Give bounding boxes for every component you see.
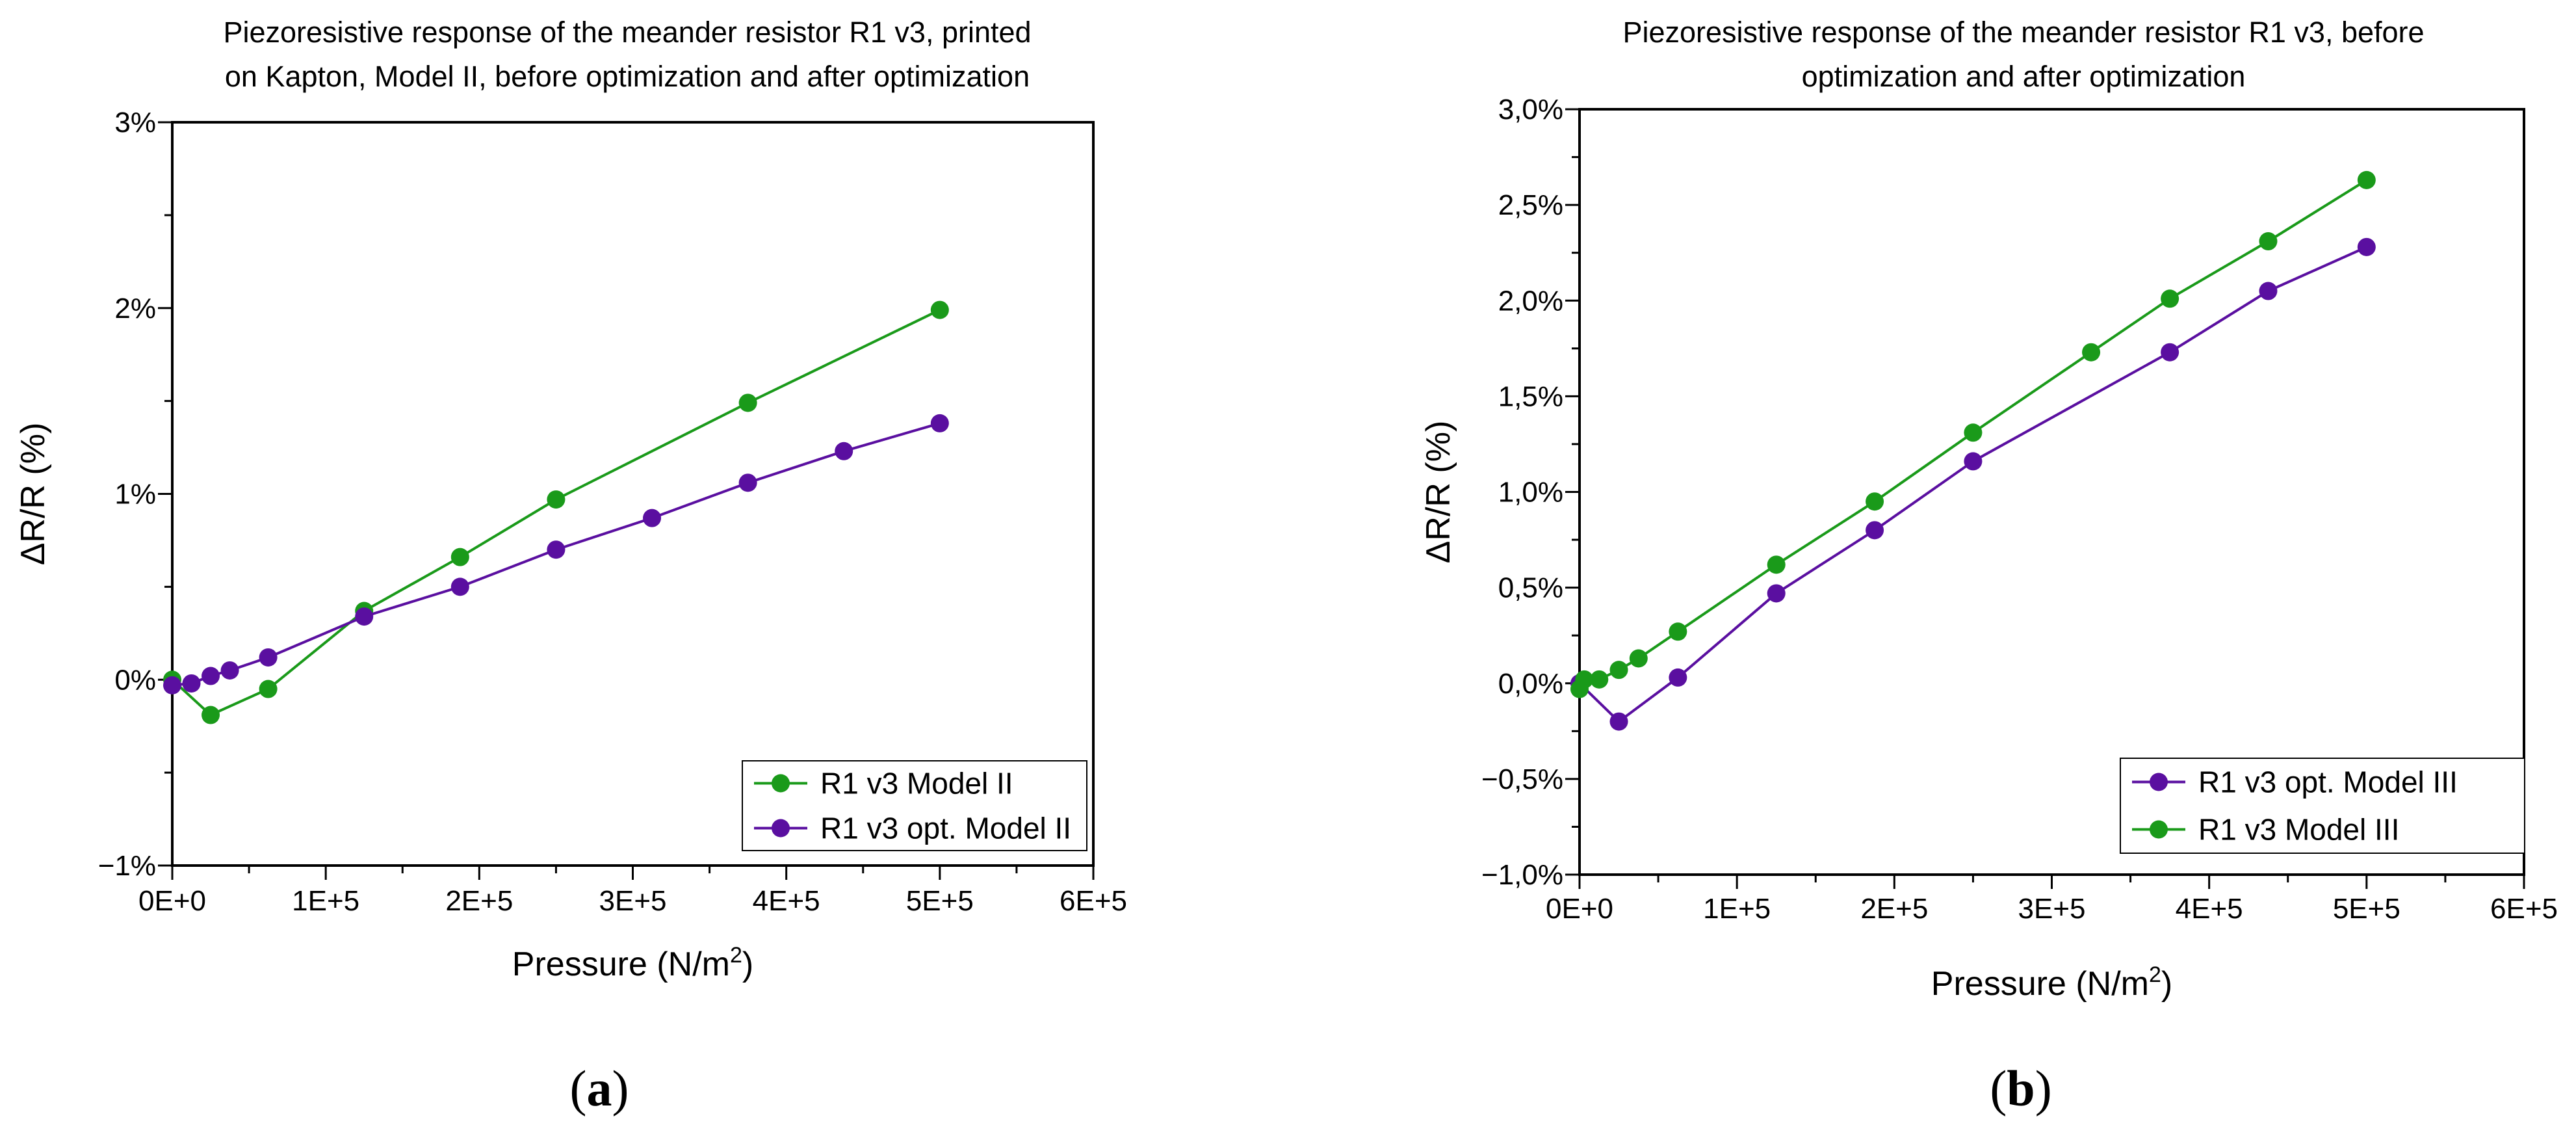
x-tick-label: 5E+5 bbox=[906, 885, 974, 917]
y-tick-label: −0,5% bbox=[1481, 763, 1563, 795]
data-point bbox=[202, 706, 220, 724]
data-point bbox=[2357, 237, 2376, 256]
y-axis-label: ΔR/R (%) bbox=[14, 423, 52, 566]
x-tick-label: 5E+5 bbox=[2333, 893, 2400, 925]
data-point bbox=[2259, 282, 2278, 300]
data-point bbox=[259, 680, 278, 698]
data-point bbox=[1964, 452, 1983, 471]
data-point bbox=[1590, 670, 1609, 689]
y-tick-label: 0,5% bbox=[1498, 572, 1563, 604]
data-point bbox=[643, 509, 662, 527]
legend-entry: R1 v3 opt. Model III bbox=[2198, 765, 2458, 799]
x-tick-label: 1E+5 bbox=[1703, 893, 1771, 925]
y-tick-label: 2,5% bbox=[1498, 189, 1563, 221]
data-point bbox=[547, 540, 566, 559]
data-point bbox=[930, 414, 949, 432]
data-point bbox=[930, 300, 949, 319]
series-line bbox=[1578, 246, 2367, 724]
legend-entry: R1 v3 Model III bbox=[2198, 813, 2399, 847]
chart-title-line: Piezoresistive response of the meander r… bbox=[223, 16, 1031, 49]
x-tick-label: 2E+5 bbox=[1860, 893, 1928, 925]
data-point bbox=[2259, 232, 2278, 251]
y-tick-label: −1% bbox=[98, 850, 156, 882]
data-point bbox=[1866, 521, 1884, 540]
y-axis-label: ΔR/R (%) bbox=[1420, 421, 1457, 564]
y-tick-label: 1,0% bbox=[1498, 477, 1563, 509]
data-point bbox=[835, 442, 853, 460]
data-point bbox=[2357, 170, 2376, 189]
data-point bbox=[450, 577, 469, 596]
x-axis-label: Pressure (N/m2) bbox=[1931, 962, 2172, 1003]
y-tick-label: 3% bbox=[114, 107, 156, 139]
y-tick-label: 1% bbox=[114, 479, 156, 510]
data-point bbox=[1629, 649, 1648, 668]
x-tick-label: 4E+5 bbox=[2176, 893, 2243, 925]
legend-entry: R1 v3 Model II bbox=[820, 767, 1013, 801]
x-axis-label: Pressure (N/m2) bbox=[512, 943, 753, 983]
series-line bbox=[171, 308, 941, 717]
data-point bbox=[1609, 712, 1628, 731]
legend-box bbox=[742, 760, 1087, 851]
chart-title-line: Piezoresistive response of the meander r… bbox=[1622, 16, 2424, 49]
legend-swatch-marker bbox=[772, 774, 790, 793]
y-tick-label: 2,0% bbox=[1498, 285, 1563, 317]
chart-title-line: on Kapton, Model II, before optimization… bbox=[225, 60, 1030, 93]
legend-box bbox=[2120, 758, 2525, 854]
data-point bbox=[1575, 670, 1594, 689]
data-point bbox=[1609, 661, 1628, 680]
x-tick-label: 0E+0 bbox=[138, 885, 206, 917]
y-tick-label: 2% bbox=[114, 293, 156, 324]
y-tick-label: 1,5% bbox=[1498, 380, 1563, 412]
chart-a: Piezoresistive response of the meander r… bbox=[14, 16, 1127, 983]
data-point bbox=[182, 674, 201, 693]
data-point bbox=[202, 667, 220, 685]
data-point bbox=[738, 473, 757, 492]
data-point bbox=[450, 548, 469, 566]
legend-swatch-marker bbox=[2150, 773, 2168, 791]
y-tick-label: 3,0% bbox=[1498, 94, 1563, 126]
plot-frame bbox=[171, 121, 1095, 867]
data-point bbox=[2082, 343, 2101, 362]
data-point bbox=[1767, 584, 1786, 603]
x-tick-label: 4E+5 bbox=[753, 885, 820, 917]
data-point bbox=[1866, 492, 1884, 511]
chart-b: Piezoresistive response of the meander r… bbox=[1420, 16, 2558, 1003]
data-point bbox=[2161, 289, 2179, 308]
panel-label-b: (b) bbox=[1990, 1060, 2051, 1117]
x-tick-label: 3E+5 bbox=[2018, 893, 2086, 925]
data-point bbox=[2161, 343, 2179, 362]
x-tick-label: 6E+5 bbox=[2490, 893, 2558, 925]
data-point bbox=[1669, 668, 1687, 687]
legend-swatch-marker bbox=[772, 819, 790, 838]
data-point bbox=[355, 607, 374, 626]
panel-label-a: (a) bbox=[570, 1060, 629, 1117]
x-tick-label: 1E+5 bbox=[292, 885, 359, 917]
data-point bbox=[1669, 622, 1687, 641]
data-point bbox=[738, 393, 757, 412]
legend-swatch-marker bbox=[2150, 820, 2168, 839]
x-tick-label: 3E+5 bbox=[599, 885, 667, 917]
data-point bbox=[259, 648, 278, 667]
chart-title-line: optimization and after optimization bbox=[1802, 60, 2246, 93]
data-point bbox=[1964, 423, 1983, 442]
data-point bbox=[1767, 555, 1786, 574]
y-tick-label: 0,0% bbox=[1498, 668, 1563, 700]
y-tick-label: 0% bbox=[114, 664, 156, 696]
data-point bbox=[220, 661, 239, 680]
x-tick-label: 0E+0 bbox=[1546, 893, 1613, 925]
legend-entry: R1 v3 opt. Model II bbox=[820, 812, 1071, 845]
x-tick-label: 2E+5 bbox=[445, 885, 513, 917]
y-tick-label: −1,0% bbox=[1481, 859, 1563, 891]
x-tick-label: 6E+5 bbox=[1060, 885, 1127, 917]
data-point bbox=[547, 490, 566, 509]
data-point bbox=[163, 676, 181, 695]
